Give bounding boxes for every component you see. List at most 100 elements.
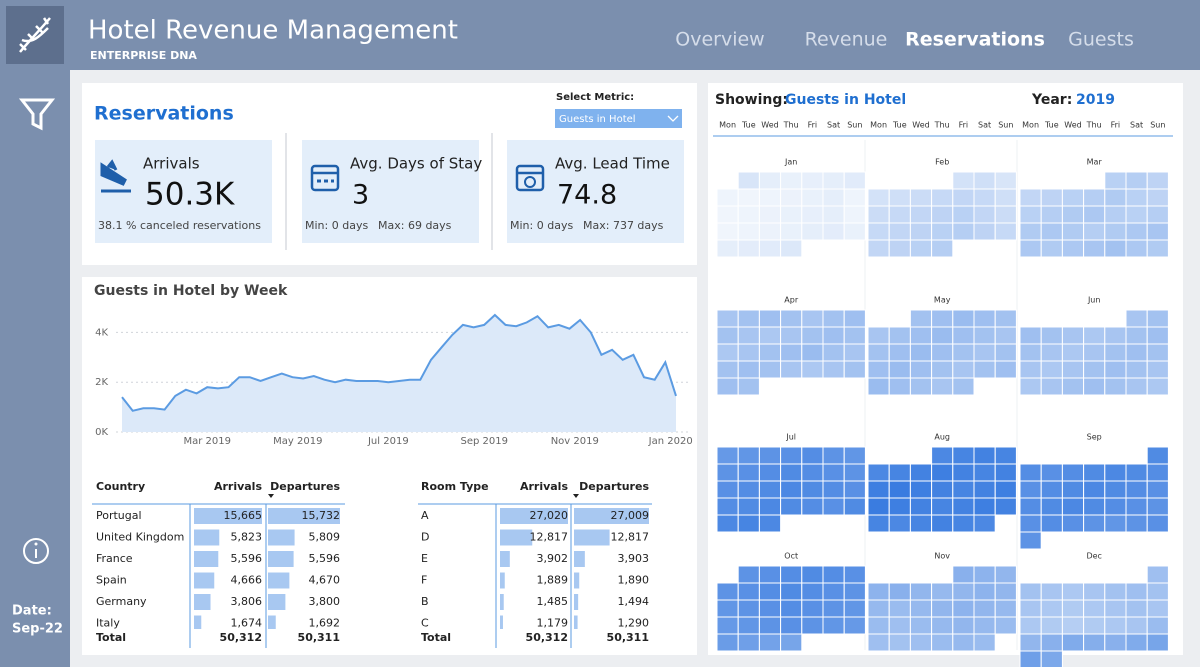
calendar-cell[interactable]: [1083, 514, 1106, 533]
calendar-cell[interactable]: [1040, 326, 1063, 345]
calendar-cell[interactable]: [973, 599, 996, 618]
calendar-cell[interactable]: [737, 377, 760, 396]
calendar-cell[interactable]: [1146, 205, 1169, 224]
calendar-cell[interactable]: [758, 446, 782, 465]
calendar-cell[interactable]: [737, 497, 760, 516]
calendar-cell[interactable]: [973, 565, 996, 584]
calendar-cell[interactable]: [1061, 480, 1085, 499]
calendar-cell[interactable]: [1019, 205, 1042, 224]
table-cell[interactable]: C: [421, 617, 429, 630]
calendar-cell[interactable]: [1019, 239, 1042, 258]
calendar-cell[interactable]: [1125, 171, 1148, 190]
calendar-cell[interactable]: [867, 463, 890, 482]
calendar-cell[interactable]: [822, 446, 845, 465]
calendar-cell[interactable]: [952, 360, 975, 379]
calendar-cell[interactable]: [931, 326, 954, 345]
calendar-cell[interactable]: [822, 343, 845, 362]
calendar-cell[interactable]: [994, 309, 1017, 328]
calendar-cell[interactable]: [822, 326, 845, 345]
table-cell[interactable]: E: [421, 552, 428, 565]
calendar-cell[interactable]: [1083, 582, 1106, 601]
calendar-cell[interactable]: [994, 205, 1017, 224]
table-header[interactable]: Departures: [579, 480, 649, 493]
calendar-cell[interactable]: [801, 205, 824, 224]
calendar-cell[interactable]: [888, 326, 911, 345]
calendar-cell[interactable]: [973, 171, 996, 190]
calendar-cell[interactable]: [1146, 497, 1169, 516]
calendar-cell[interactable]: [801, 582, 824, 601]
calendar-cell[interactable]: [1104, 205, 1127, 224]
calendar-cell[interactable]: [952, 582, 975, 601]
calendar-cell[interactable]: [822, 616, 845, 635]
calendar-cell[interactable]: [952, 171, 975, 190]
calendar-cell[interactable]: [737, 171, 760, 190]
calendar-cell[interactable]: [758, 463, 782, 482]
calendar-cell[interactable]: [952, 343, 975, 362]
calendar-cell[interactable]: [1146, 582, 1169, 601]
calendar-cell[interactable]: [1040, 188, 1063, 207]
table-header[interactable]: Departures: [270, 480, 340, 493]
calendar-cell[interactable]: [1019, 633, 1042, 652]
table-cell[interactable]: Italy: [96, 617, 120, 630]
calendar-cell[interactable]: [952, 514, 975, 533]
calendar-cell[interactable]: [931, 205, 954, 224]
calendar-cell[interactable]: [716, 633, 739, 652]
calendar-cell[interactable]: [822, 599, 845, 618]
calendar-cell[interactable]: [994, 222, 1017, 241]
calendar-cell[interactable]: [1019, 377, 1042, 396]
calendar-cell[interactable]: [867, 222, 890, 241]
calendar-cell[interactable]: [716, 446, 739, 465]
calendar-cell[interactable]: [758, 565, 782, 584]
calendar-cell[interactable]: [737, 239, 760, 258]
calendar-cell[interactable]: [843, 188, 866, 207]
calendar-cell[interactable]: [909, 188, 933, 207]
calendar-cell[interactable]: [888, 616, 911, 635]
calendar-cell[interactable]: [780, 309, 803, 328]
dropdown-value[interactable]: Guests in Hotel: [559, 114, 636, 125]
calendar-cell[interactable]: [1061, 514, 1085, 533]
calendar-cell[interactable]: [952, 599, 975, 618]
calendar-cell[interactable]: [931, 497, 954, 516]
nav-item[interactable]: Revenue: [805, 29, 888, 51]
calendar-cell[interactable]: [822, 565, 845, 584]
calendar-cell[interactable]: [909, 326, 933, 345]
calendar-cell[interactable]: [822, 360, 845, 379]
calendar-cell[interactable]: [1104, 616, 1127, 635]
calendar-cell[interactable]: [1125, 463, 1148, 482]
calendar-cell[interactable]: [1125, 360, 1148, 379]
calendar-cell[interactable]: [822, 188, 845, 207]
filter-icon[interactable]: [18, 98, 56, 131]
calendar-cell[interactable]: [952, 205, 975, 224]
calendar-cell[interactable]: [1104, 360, 1127, 379]
calendar-cell[interactable]: [994, 343, 1017, 362]
calendar-cell[interactable]: [867, 633, 890, 652]
calendar-cell[interactable]: [1083, 599, 1106, 618]
calendar-cell[interactable]: [1104, 377, 1127, 396]
table-cell[interactable]: Portugal: [96, 509, 142, 522]
calendar-cell[interactable]: [843, 497, 866, 516]
calendar-cell[interactable]: [888, 497, 911, 516]
calendar-cell[interactable]: [867, 205, 890, 224]
calendar-cell[interactable]: [1040, 360, 1063, 379]
calendar-cell[interactable]: [909, 343, 933, 362]
calendar-cell[interactable]: [1061, 582, 1085, 601]
calendar-cell[interactable]: [737, 326, 760, 345]
calendar-cell[interactable]: [909, 497, 933, 516]
calendar-cell[interactable]: [888, 582, 911, 601]
nav-item[interactable]: Overview: [675, 29, 764, 51]
calendar-cell[interactable]: [952, 377, 975, 396]
dropdown[interactable]: [555, 109, 682, 128]
calendar-cell[interactable]: [1146, 360, 1169, 379]
calendar-cell[interactable]: [973, 497, 996, 516]
calendar-cell[interactable]: [758, 599, 782, 618]
calendar-cell[interactable]: [801, 480, 824, 499]
calendar-cell[interactable]: [822, 205, 845, 224]
calendar-cell[interactable]: [843, 171, 866, 190]
calendar-cell[interactable]: [1146, 171, 1169, 190]
calendar-cell[interactable]: [716, 239, 739, 258]
calendar-cell[interactable]: [1104, 497, 1127, 516]
calendar-cell[interactable]: [716, 497, 739, 516]
calendar-cell[interactable]: [909, 463, 933, 482]
calendar-cell[interactable]: [716, 377, 739, 396]
calendar-cell[interactable]: [931, 633, 954, 652]
